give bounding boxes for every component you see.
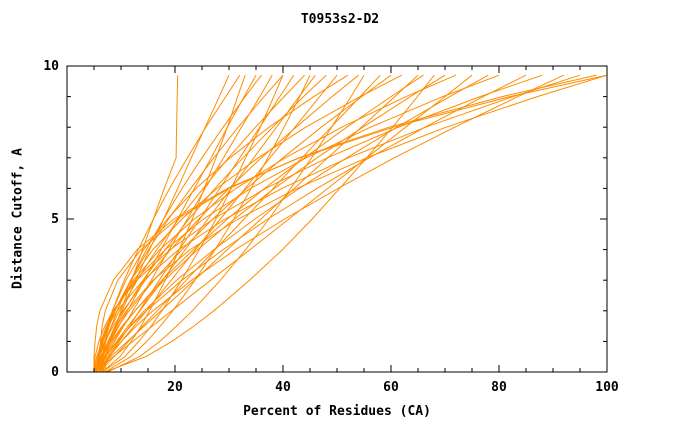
x-tick-label: 100: [595, 380, 619, 395]
model-curve: [96, 74, 273, 373]
model-curve: [93, 74, 230, 373]
model-curve: [93, 74, 543, 373]
model-curve: [98, 74, 424, 373]
model-curve: [96, 74, 305, 373]
y-tick-label: 0: [51, 365, 59, 380]
model-curve: [93, 74, 316, 373]
model-curve: [101, 74, 565, 373]
model-curve: [104, 74, 608, 373]
model-curve: [107, 74, 365, 373]
model-curve: [96, 74, 446, 373]
x-tick-label: 60: [383, 380, 399, 395]
model-curve: [93, 74, 473, 373]
model-curve: [98, 74, 456, 373]
model-curve: [93, 74, 419, 373]
model-curve: [98, 74, 262, 373]
chart-title: T0953s2-D2: [300, 12, 380, 27]
model-curve: [96, 74, 338, 373]
model-curve: [93, 74, 608, 372]
model-curve: [101, 74, 403, 373]
y-tick-label: 10: [43, 59, 59, 74]
model-curve: [98, 74, 597, 372]
x-tick-label: 40: [275, 380, 291, 395]
model-curve: [101, 74, 349, 373]
model-curve: [96, 74, 581, 373]
plot-frame: [66, 65, 608, 373]
y-axis-label: Distance Cutoff, A: [10, 148, 26, 289]
model-curve: [96, 74, 392, 373]
model-curve: [104, 74, 435, 373]
model-curve: [99, 74, 381, 373]
model-curve: [101, 75, 246, 373]
x-tick-label: 20: [167, 380, 183, 395]
x-axis-label: Percent of Residues (CA): [243, 404, 431, 419]
model-curve: [101, 74, 489, 373]
y-tick-label: 5: [51, 212, 59, 227]
x-tick-label: 80: [491, 380, 507, 395]
